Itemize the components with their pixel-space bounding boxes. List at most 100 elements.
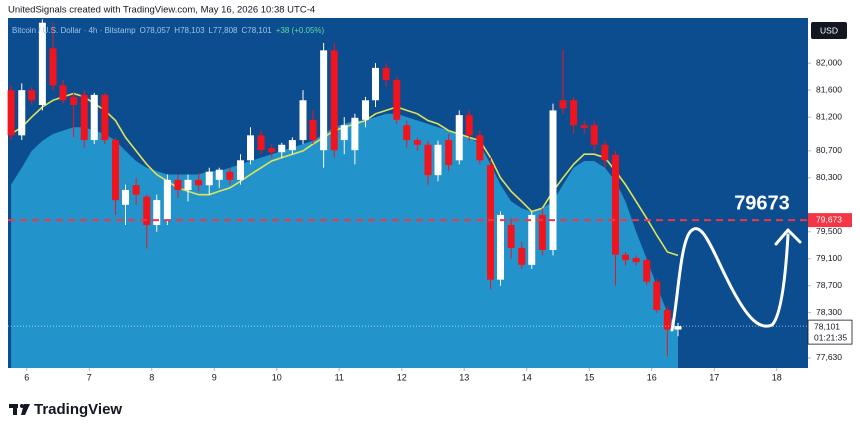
legend-item: +38 (+0.05%) [276, 26, 325, 35]
logo-mark [20, 404, 24, 408]
candle-body [153, 200, 161, 226]
candle-body [237, 160, 244, 180]
candle-body [143, 196, 151, 226]
candle-body [28, 90, 36, 101]
candle-body [288, 140, 296, 151]
candle-body [570, 100, 578, 126]
candle-body [424, 144, 432, 176]
candle-body [257, 135, 265, 151]
candle-body [80, 94, 88, 141]
candle-body [372, 67, 379, 101]
candle-body [38, 22, 46, 105]
candle-body [445, 140, 453, 166]
candle-body [184, 179, 192, 190]
y-tick-label: 81,600 [816, 84, 842, 94]
candle-body [653, 281, 661, 311]
candle-body [174, 179, 182, 190]
candle-body [278, 144, 286, 153]
y-tick-label: 79,500 [816, 226, 842, 236]
candle-body [247, 135, 254, 161]
candle-body [362, 100, 369, 120]
x-tick-label: 18 [772, 372, 782, 382]
candle-body [215, 169, 223, 180]
arrow-head [774, 228, 802, 246]
level-tag [808, 213, 852, 228]
candle-body [268, 148, 276, 153]
candle-body [674, 326, 682, 330]
level-tag-label: 79,673 [816, 214, 842, 224]
candle-body [7, 90, 15, 136]
candle-body [465, 115, 473, 136]
legend-item: O78,057 [140, 26, 171, 35]
candle-body [518, 247, 526, 265]
candle-body [643, 260, 651, 282]
candle-body [413, 140, 421, 145]
candle-body [330, 50, 338, 151]
y-tick-label: 79,100 [816, 253, 842, 263]
candle-body [112, 140, 119, 201]
candle-body [601, 144, 609, 161]
candle-body [49, 48, 57, 86]
x-tick-label: 17 [709, 372, 719, 382]
x-tick-label: 9 [212, 372, 217, 382]
candle-body [434, 144, 442, 176]
candle-body [455, 115, 463, 161]
candle-body [340, 125, 348, 141]
candle-body [299, 100, 307, 141]
candle-body [163, 179, 171, 220]
x-tick-label: 15 [584, 372, 594, 382]
logo-text: TradingView [34, 401, 122, 418]
x-tick-label: 11 [335, 372, 344, 382]
plot: 79673 Bitcoin / U.S. Dollar · 4h · Bitsta… [7, 19, 808, 368]
candle-body [393, 80, 401, 120]
legend-item: H78,103 [174, 26, 205, 35]
y-tick-label: 77,630 [816, 352, 842, 362]
candle-body [612, 154, 619, 255]
y-tick-label: 78,700 [816, 280, 842, 290]
candle-body [351, 117, 359, 151]
candle-body [309, 119, 317, 141]
candle-body [226, 171, 234, 180]
legend: Bitcoin / U.S. Dollar · 4h · Bitstamp O78… [12, 26, 325, 35]
candle-body [528, 214, 536, 265]
candle-body [195, 179, 203, 186]
symbol: Bitcoin / U.S. Dollar · 4h · Bitstamp [12, 26, 136, 35]
y-tick-label: 81,200 [816, 111, 842, 121]
candle-body [90, 94, 98, 141]
candle-body [132, 185, 140, 195]
candle-body [101, 94, 109, 141]
x-tick-label: 7 [87, 372, 92, 382]
x-tick-label: 8 [149, 372, 154, 382]
x-tick-label: 6 [24, 372, 29, 382]
x-tick-label: 13 [459, 372, 469, 382]
legend-item: C78,101 [241, 26, 272, 35]
candle-body [507, 225, 515, 248]
x-tick-label: 16 [647, 372, 657, 382]
legend-item: L77,808 [209, 26, 238, 35]
drawn-arrow [670, 227, 790, 332]
candle-body [549, 110, 557, 250]
currency-label: USD [820, 25, 838, 35]
candle-body [538, 214, 546, 250]
candle-body [382, 67, 390, 81]
logo-mark [13, 404, 17, 415]
candle-body [122, 189, 129, 205]
currency-button [811, 22, 847, 39]
y-tick-label: 80,300 [816, 172, 842, 182]
logo: TradingView [9, 401, 122, 418]
x-tick-label: 10 [272, 372, 282, 382]
candle-body [18, 90, 26, 136]
candle-body [70, 96, 78, 105]
last-price-label: 78,101 [814, 321, 840, 331]
last-price-tag [807, 319, 853, 345]
candle-body [632, 258, 640, 263]
candle-body [663, 310, 671, 330]
y-tick-label: 80,700 [816, 145, 842, 155]
y-tick-label: 78,300 [816, 307, 842, 317]
logo-mark [21, 404, 30, 415]
candle-body [205, 171, 213, 186]
candle-body [580, 125, 588, 128]
candle-body [487, 165, 494, 280]
countdown: 01:21:35 [814, 332, 847, 342]
